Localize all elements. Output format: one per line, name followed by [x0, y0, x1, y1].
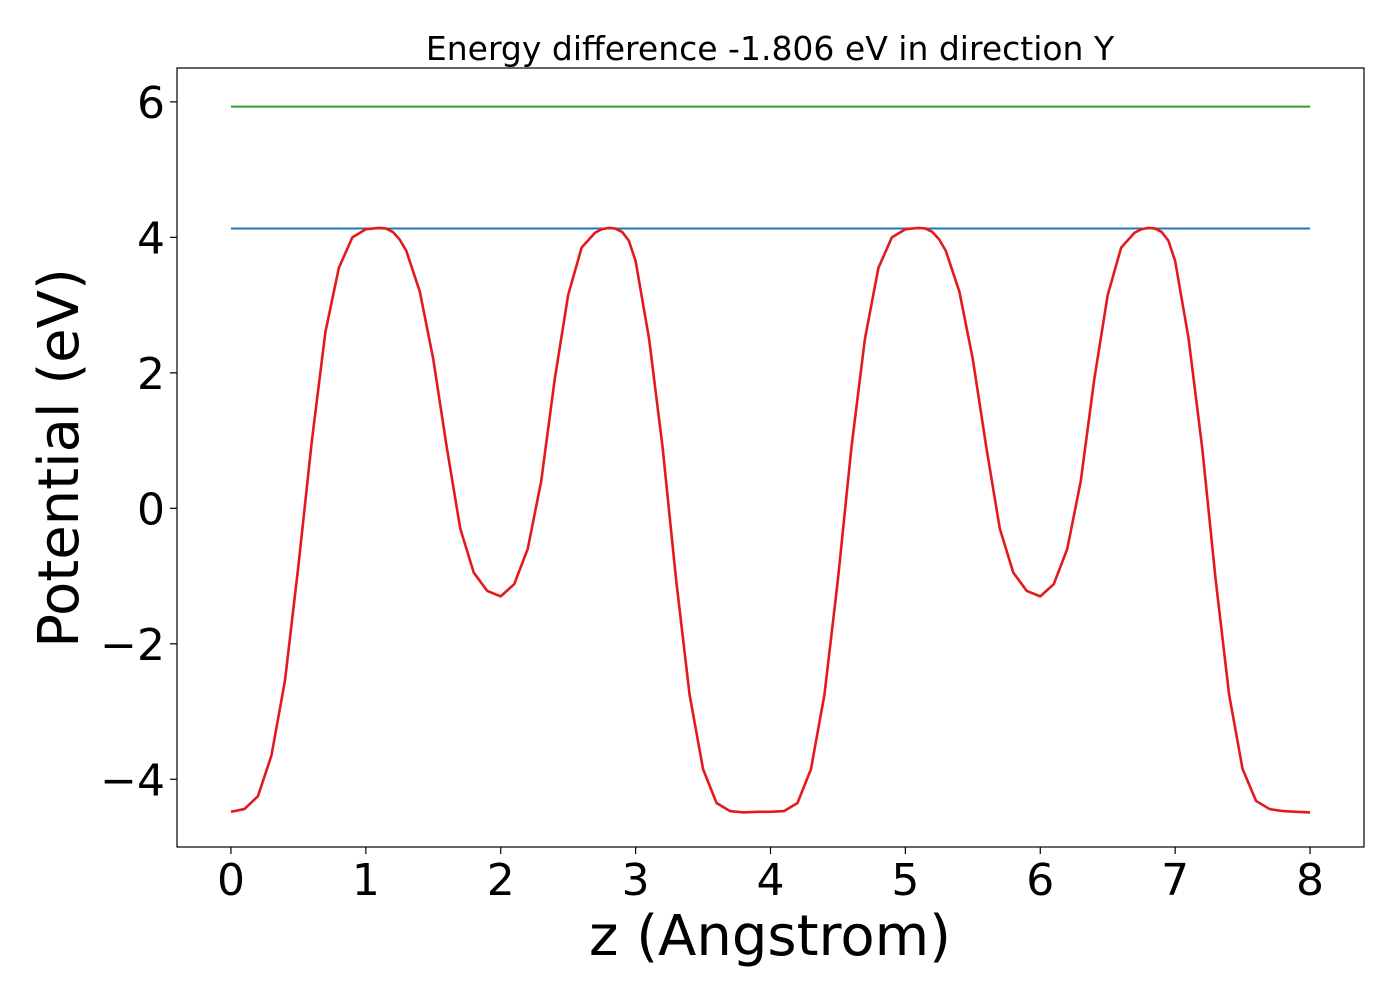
- x-tick-label: 4: [757, 855, 785, 906]
- x-axis-label: z (Angstrom): [589, 904, 951, 969]
- x-tick-label: 1: [352, 855, 380, 906]
- y-tick-label: 2: [137, 349, 165, 400]
- series-layer: [230, 105, 1311, 814]
- y-tick-label: 6: [137, 78, 165, 129]
- x-tick-label: 0: [217, 855, 245, 906]
- x-tick-label: 6: [1026, 855, 1054, 906]
- y-tick-label: −4: [100, 755, 165, 806]
- y-axis-label: Potential (eV): [27, 268, 92, 648]
- y-tick-label: −2: [100, 620, 165, 671]
- x-tick-label: 7: [1161, 855, 1189, 906]
- y-ticks: −4 −2 0 2 4 6: [100, 78, 177, 806]
- series-line-2: [230, 226, 1311, 814]
- x-ticks: 0 1 2 3 4 5 6 7 8: [217, 847, 1324, 906]
- y-tick-label: 0: [137, 484, 165, 535]
- x-tick-label: 5: [891, 855, 919, 906]
- x-tick-label: 3: [622, 855, 650, 906]
- x-tick-label: 2: [487, 855, 515, 906]
- x-tick-label: 8: [1296, 855, 1324, 906]
- y-tick-label: 4: [137, 213, 165, 264]
- plot-frame: [176, 67, 1365, 848]
- chart-title: Energy difference -1.806 eV in direction…: [426, 29, 1115, 68]
